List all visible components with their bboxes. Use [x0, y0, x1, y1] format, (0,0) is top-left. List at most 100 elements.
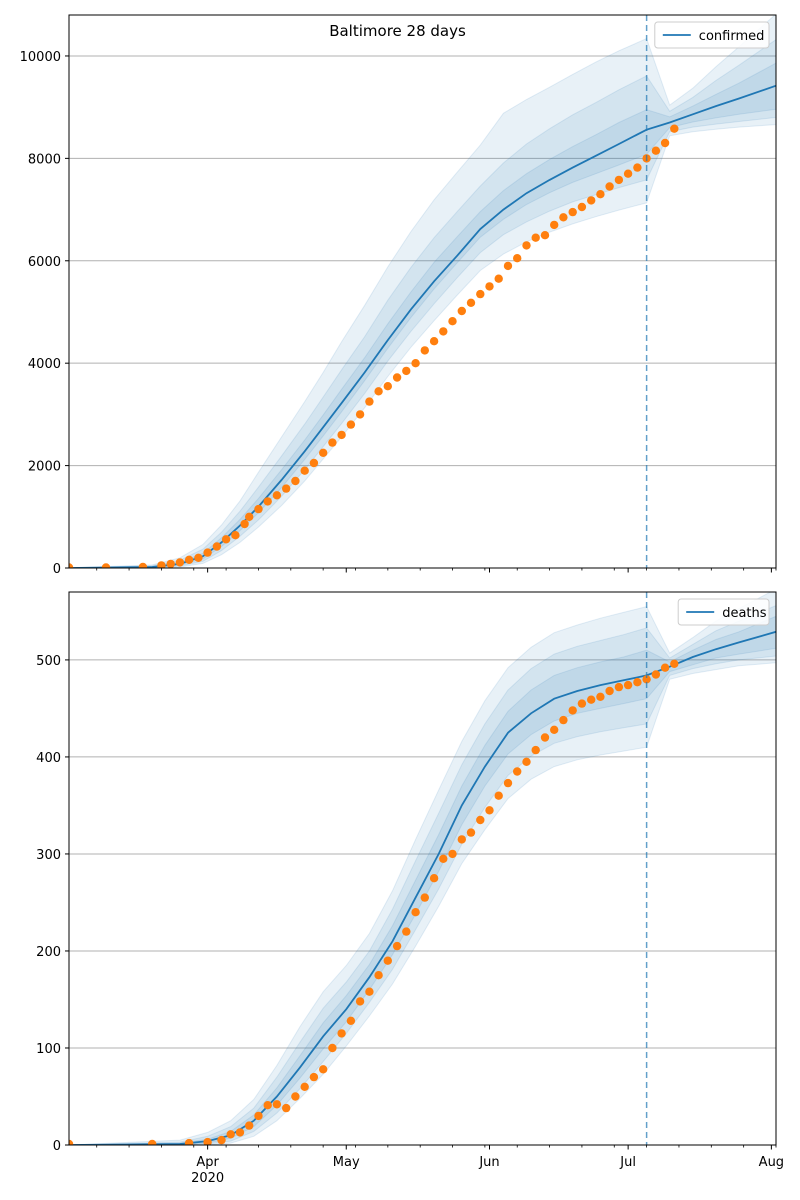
observed-point	[69, 563, 74, 568]
observed-point	[623, 680, 633, 690]
observed-point	[138, 562, 148, 568]
observed-point	[577, 202, 587, 212]
observed-point	[337, 430, 346, 440]
observed-point	[392, 941, 402, 951]
observed-point	[235, 1128, 245, 1137]
legend: confirmed	[654, 21, 770, 49]
observed-point	[383, 956, 392, 965]
observed-point	[226, 1130, 235, 1139]
y-tick-label: 0	[53, 1139, 61, 1154]
observed-point	[448, 849, 457, 859]
observed-point	[254, 504, 263, 514]
observed-point	[550, 220, 559, 230]
observed-point	[568, 207, 577, 217]
observed-point	[614, 175, 624, 185]
observed-point	[402, 927, 411, 936]
y-tick-label: 200	[36, 945, 61, 960]
observed-point	[466, 298, 476, 307]
observed-point	[69, 1139, 74, 1145]
observed-point	[670, 659, 679, 668]
observed-point	[101, 563, 111, 568]
plot-area	[69, 15, 776, 568]
observed-point	[485, 282, 494, 291]
y-tick-label: 10000	[20, 50, 61, 65]
legend-box	[654, 21, 770, 49]
observed-point	[300, 466, 309, 475]
axes-frame	[68, 591, 777, 1146]
observed-point	[254, 1111, 263, 1121]
observed-point	[184, 555, 194, 564]
observed-point	[272, 491, 282, 500]
observed-point	[420, 893, 429, 902]
observed-point	[448, 317, 457, 326]
model-line	[69, 84, 776, 568]
observed-point	[614, 682, 624, 692]
observed-point	[457, 835, 466, 844]
uncertainty-band-1	[69, 62, 776, 568]
observed-point	[411, 359, 420, 368]
observed-point	[623, 169, 633, 178]
observed-point	[355, 410, 365, 419]
observed-point	[365, 987, 374, 996]
observed-point	[531, 745, 540, 755]
legend-box	[677, 598, 770, 626]
observed-point	[166, 559, 175, 568]
observed-point	[263, 497, 272, 506]
observed-point	[217, 1135, 226, 1145]
observed-point	[587, 695, 596, 704]
uncertainty-band-3	[69, 592, 776, 1145]
y-tick-label: 4000	[28, 357, 61, 372]
observed-point	[513, 767, 522, 776]
observed-point	[291, 1092, 300, 1101]
observed-point	[559, 715, 568, 725]
observed-point	[212, 542, 222, 551]
x-tick-label: Aug	[759, 1155, 784, 1170]
observed-point	[494, 274, 503, 283]
observed-point	[596, 692, 605, 701]
observed-point	[328, 1043, 337, 1053]
observed-point	[513, 254, 522, 263]
x-tick-sublabel: 2020	[191, 1171, 224, 1186]
observed-point	[633, 678, 642, 687]
observed-point	[457, 306, 466, 316]
observed-point	[494, 791, 503, 800]
y-tick-label: 6000	[28, 255, 61, 270]
plot-area	[69, 592, 776, 1145]
observed-point	[503, 778, 513, 788]
observed-point	[651, 146, 661, 155]
observed-point	[319, 448, 328, 457]
observed-point	[439, 854, 448, 863]
observed-point	[245, 512, 254, 521]
observed-point	[540, 733, 550, 742]
observed-point	[485, 806, 494, 815]
observed-point	[203, 1137, 212, 1145]
uncertainty-band-2	[69, 605, 776, 1145]
observed-point	[670, 124, 679, 133]
observed-point	[411, 908, 420, 917]
observed-point	[476, 815, 485, 825]
observed-point	[148, 1139, 157, 1145]
observed-point	[383, 382, 392, 391]
observed-point	[184, 1138, 194, 1145]
legend-label: confirmed	[699, 29, 765, 44]
x-tick-label: Jul	[619, 1155, 636, 1170]
observed-point	[309, 458, 319, 468]
observed-point	[263, 1101, 272, 1110]
observed-point	[633, 163, 642, 172]
observed-point	[429, 337, 439, 346]
observed-point	[175, 558, 185, 567]
uncertainty-band-1	[69, 615, 776, 1145]
observed-point	[221, 535, 231, 544]
observed-point	[346, 1016, 356, 1025]
observed-point	[568, 706, 577, 715]
y-tick-label: 0	[53, 562, 61, 577]
observed-point	[642, 675, 651, 684]
y-tick-label: 300	[36, 848, 61, 863]
x-tick-label: Apr	[196, 1155, 219, 1170]
observed-point	[272, 1100, 282, 1109]
observed-point	[540, 231, 550, 240]
legend-label: deaths	[722, 606, 767, 621]
observed-point	[466, 828, 476, 837]
observed-point	[203, 548, 212, 557]
